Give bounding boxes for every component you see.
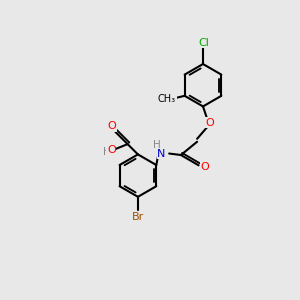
Text: O: O — [201, 162, 209, 172]
Text: CH₃: CH₃ — [158, 94, 176, 104]
Text: Br: Br — [132, 212, 144, 222]
Text: O: O — [107, 122, 116, 131]
Text: O: O — [206, 118, 214, 128]
Text: N: N — [157, 148, 166, 158]
Text: Cl: Cl — [198, 38, 209, 47]
Text: H: H — [103, 147, 111, 157]
Text: O: O — [107, 145, 116, 155]
Text: H: H — [154, 140, 161, 150]
